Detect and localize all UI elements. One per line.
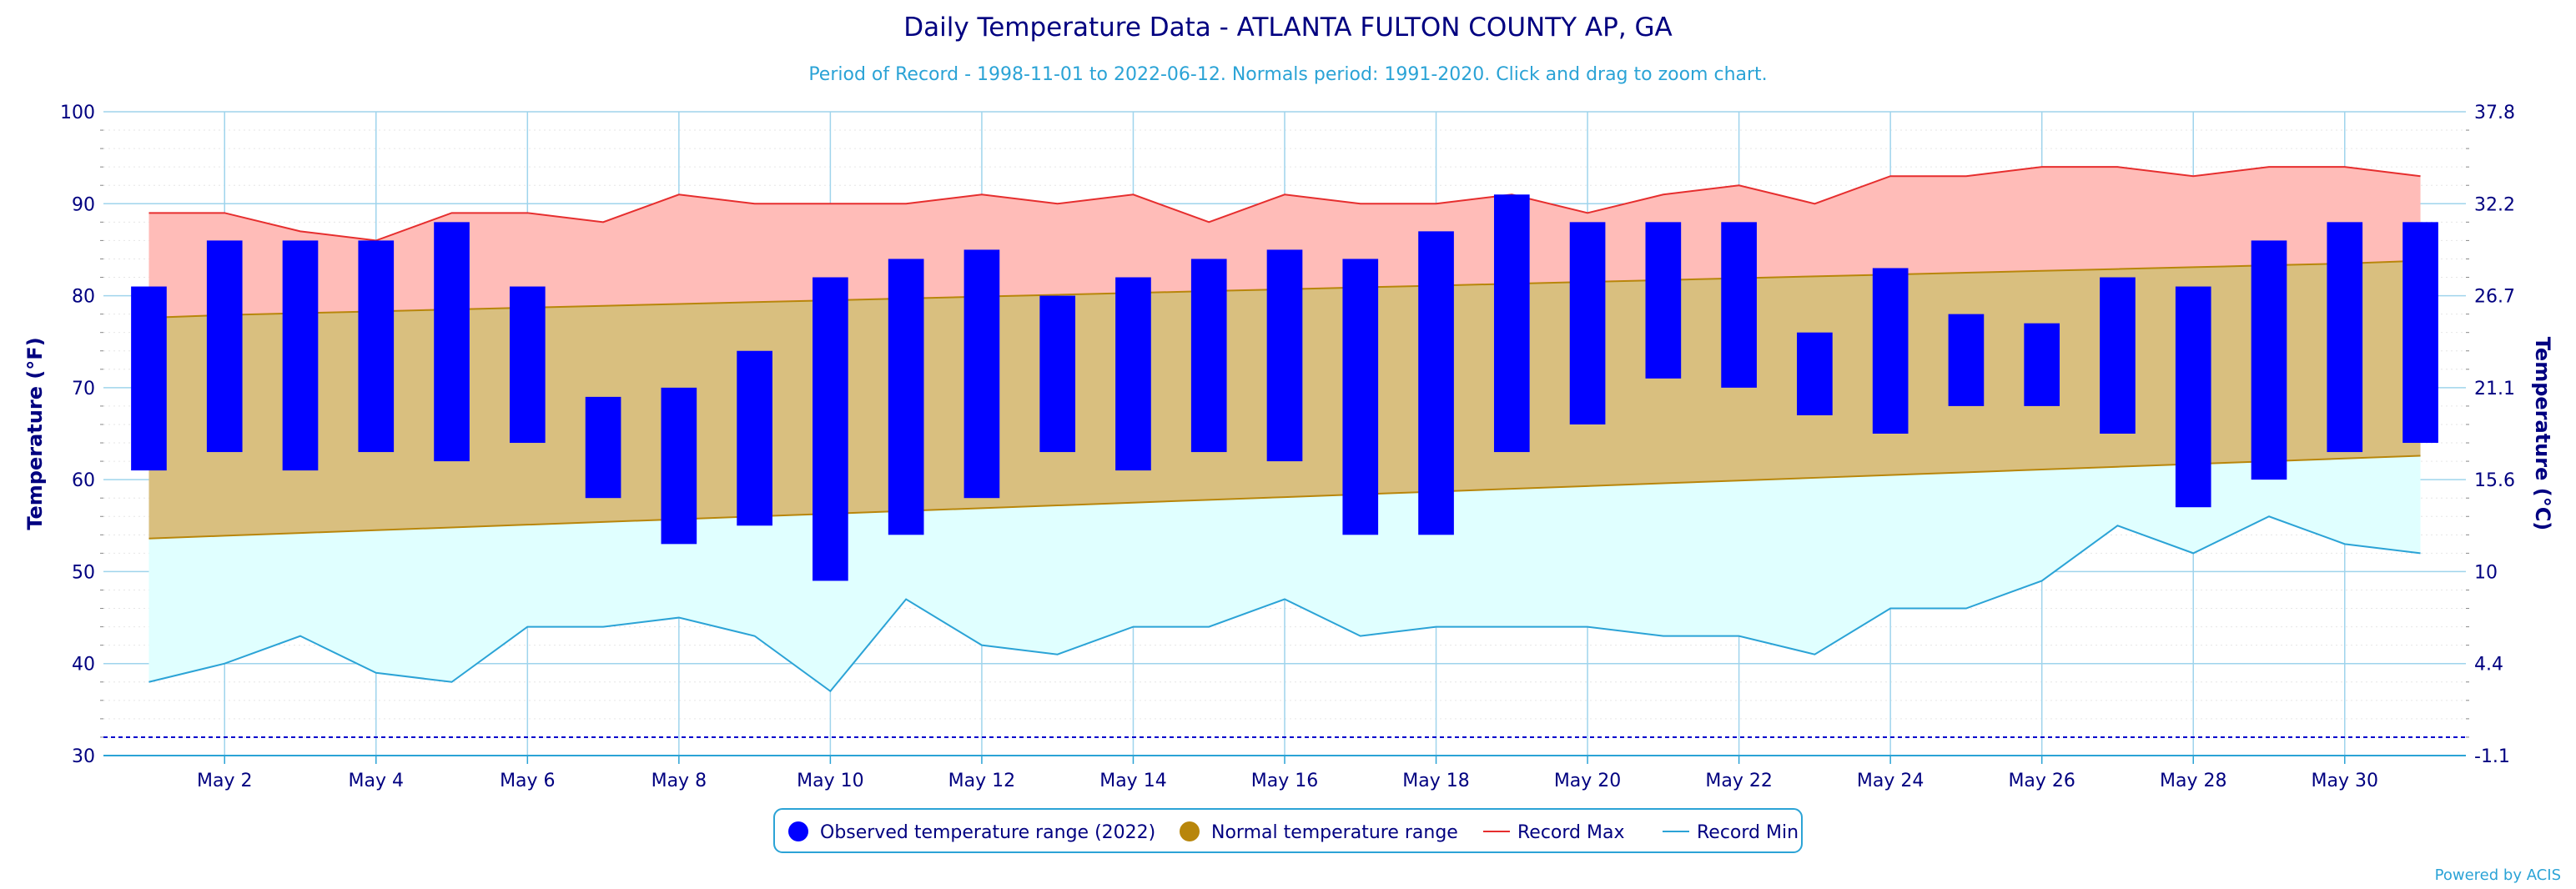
y-tick-label-left: 30: [72, 746, 95, 767]
observed-bar-may-20: [1569, 222, 1606, 424]
y-tick-label-left: 40: [72, 655, 95, 676]
chart-title: Daily Temperature Data - ATLANTA FULTON …: [903, 13, 1673, 43]
record-lines: [148, 166, 2421, 693]
record-min-line: [148, 515, 2421, 693]
observed-bar-may-22: [1721, 222, 1757, 388]
observed-bar-may-7: [585, 396, 621, 499]
y-tick-label-left: 100: [60, 103, 95, 123]
normal-low-line: [148, 455, 2421, 540]
observed-bar-may-16: [1266, 249, 1303, 462]
x-tick-label: May 20: [1554, 771, 1621, 791]
axes: 30 40 50 60 70 80 90 100 37.8 32.2 26.7 21.1 15.6 10 4…: [60, 103, 2515, 791]
x-tick-label: May 16: [1251, 771, 1318, 791]
observed-bar-may-1: [131, 286, 167, 471]
legend-record-max-label[interactable]: Record Max: [1517, 822, 1625, 843]
observed-bar-may-30: [2327, 222, 2363, 453]
record-min-band: [148, 455, 2421, 691]
x-tick-label: May 12: [948, 771, 1015, 791]
legend-normal-label[interactable]: Normal temperature range: [1211, 822, 1458, 843]
y-tick-label-left: 60: [72, 470, 95, 491]
observed-bar-may-10: [813, 277, 848, 581]
y-tick-label-right: 26.7: [2474, 287, 2515, 308]
observed-bar-may-27: [2100, 277, 2136, 434]
record-max-line: [148, 166, 2421, 242]
x-tick-label: May 14: [1099, 771, 1166, 791]
y-tick-label-right: 10: [2474, 562, 2498, 583]
chart-subtitle: Period of Record - 1998-11-01 to 2022-06…: [808, 64, 1767, 85]
x-tick-label: May 28: [2160, 771, 2226, 791]
y-tick-label-right: 37.8: [2474, 103, 2515, 123]
record-max-band: [148, 167, 2421, 319]
observed-bar-may-15: [1190, 259, 1227, 453]
observed-bar-may-3: [282, 240, 319, 471]
x-tick-label: May 24: [1857, 771, 1924, 791]
x-tick-label: May 26: [2008, 771, 2075, 791]
y-tick-label-right: 21.1: [2474, 379, 2515, 399]
x-tick-label: May 4: [349, 771, 404, 791]
y-tick-label-right: 15.6: [2474, 470, 2515, 491]
x-tick-label: May 2: [197, 771, 252, 791]
observed-bar-may-13: [1039, 295, 1076, 453]
observed-bar-may-6: [509, 286, 546, 444]
legend-observed-label[interactable]: Observed temperature range (2022): [820, 822, 1155, 843]
observed-bar-may-23: [1797, 332, 1833, 415]
observed-bar-may-12: [963, 249, 1000, 499]
y-tick-label-right: -1.1: [2474, 746, 2510, 767]
x-tick-label: May 8: [652, 771, 707, 791]
legend-normal-icon: [1180, 821, 1200, 841]
x-tick-label: May 18: [1402, 771, 1469, 791]
y-tick-label-left: 80: [72, 287, 95, 308]
observed-bars: [131, 194, 2438, 581]
observed-bar-may-24: [1872, 268, 1909, 434]
observed-bar-may-17: [1342, 259, 1379, 535]
legend-observed-icon: [788, 821, 808, 841]
observed-bar-may-5: [434, 222, 470, 462]
y-tick-label-left: 50: [72, 562, 95, 583]
observed-bar-may-19: [1493, 194, 1530, 453]
observed-bar-may-21: [1645, 222, 1682, 379]
y-axis-title-right: Temperature (°C): [2531, 337, 2554, 531]
x-tick-label: May 6: [500, 771, 555, 791]
observed-bar-may-9: [737, 350, 772, 526]
x-tick-label: May 10: [797, 771, 863, 791]
y-axis-title-left: Temperature (°F): [23, 337, 47, 530]
powered-by-credit[interactable]: Powered by ACIS: [2435, 866, 2561, 884]
y-tick-label-left: 70: [72, 379, 95, 399]
observed-bar-may-4: [358, 240, 395, 453]
legend[interactable]: Observed temperature range (2022) Normal…: [773, 808, 1803, 853]
observed-bar-may-14: [1115, 277, 1151, 471]
observed-bar-may-29: [2251, 240, 2287, 480]
observed-bar-may-25: [1948, 314, 1985, 406]
observed-bar-may-28: [2175, 286, 2211, 508]
observed-bar-may-11: [888, 259, 924, 535]
observed-bar-may-2: [206, 240, 243, 453]
y-tick-label-left: 90: [72, 194, 95, 215]
observed-bar-may-31: [2402, 222, 2438, 444]
y-tick-label-right: 32.2: [2474, 194, 2515, 215]
observed-bar-may-26: [2024, 323, 2060, 406]
observed-bar-may-18: [1418, 231, 1454, 535]
legend-record-min-label[interactable]: Record Min: [1697, 822, 1799, 843]
observed-bar-may-8: [661, 387, 697, 545]
x-tick-label: May 30: [2312, 771, 2378, 791]
x-tick-label: May 22: [1705, 771, 1772, 791]
legend-box: [773, 808, 1803, 853]
y-tick-label-right: 4.4: [2474, 655, 2503, 676]
